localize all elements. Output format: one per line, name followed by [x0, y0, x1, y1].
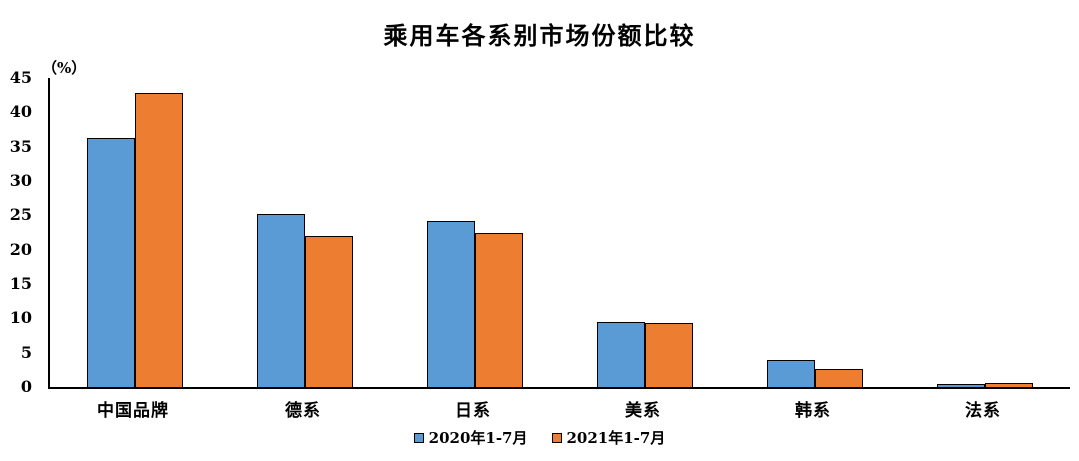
plot-area: [48, 78, 1070, 389]
bar-series2-category6: [985, 382, 1033, 387]
legend-swatch-icon: [551, 432, 562, 443]
bar-series2-category3: [475, 233, 523, 387]
category-label-6: 法系: [965, 401, 1001, 421]
legend-label: 2021年1-7月: [566, 429, 666, 447]
category-label-3: 日系: [455, 401, 491, 421]
bar-series2-category5: [815, 368, 863, 387]
bar-series1-category2: [257, 214, 305, 387]
bar-group-2: [220, 78, 390, 387]
legend-item-2: 2021年1-7月: [551, 427, 666, 448]
category-label-1: 中国品牌: [97, 401, 169, 421]
y-tick-label-10: 10: [9, 308, 32, 328]
bar-series2-category1: [135, 93, 183, 387]
y-tick-label-5: 5: [20, 342, 32, 362]
y-tick-label-30: 30: [9, 171, 32, 190]
y-tick-label-45: 45: [9, 68, 32, 87]
y-tick-label-15: 15: [9, 274, 32, 293]
category-label-5: 韩系: [795, 401, 831, 421]
legend-label: 2020年1-7月: [428, 429, 528, 447]
bar-group-6: [900, 78, 1070, 387]
y-tick-label-40: 40: [9, 102, 32, 122]
y-axis-unit-label: （%）: [42, 59, 87, 77]
y-axis-tick-labels: 45 40 35 30 25 20 15 10 5 0: [0, 69, 40, 396]
bar-series2-category4: [645, 323, 693, 387]
category-label-4: 美系: [625, 401, 661, 421]
bar-groups: [50, 78, 1070, 387]
bar-series1-category1: [87, 137, 135, 387]
chart-title: 乘用车各系别市场份额比较: [383, 21, 696, 50]
bar-series1-category4: [597, 321, 645, 387]
y-tick-label-25: 25: [9, 205, 32, 225]
x-axis-category-labels: 中国品牌 德系 日系 美系 韩系 法系: [48, 396, 1068, 421]
bar-series1-category3: [427, 220, 475, 387]
legend: 2020年1-7月 2021年1-7月: [0, 427, 1079, 448]
category-label-2: 德系: [285, 401, 321, 421]
legend-item-1: 2020年1-7月: [413, 427, 528, 448]
bar-group-5: [730, 78, 900, 387]
y-tick-label-20: 20: [9, 239, 32, 259]
bar-group-4: [560, 78, 730, 387]
bar-series2-category2: [305, 235, 353, 387]
bar-series1-category5: [767, 359, 815, 387]
bar-group-1: [50, 78, 220, 387]
y-tick-label-0: 0: [20, 377, 32, 396]
legend-swatch-icon: [413, 432, 424, 443]
bar-group-3: [390, 78, 560, 387]
y-tick-label-35: 35: [9, 136, 32, 156]
bar-series1-category6: [937, 384, 985, 387]
